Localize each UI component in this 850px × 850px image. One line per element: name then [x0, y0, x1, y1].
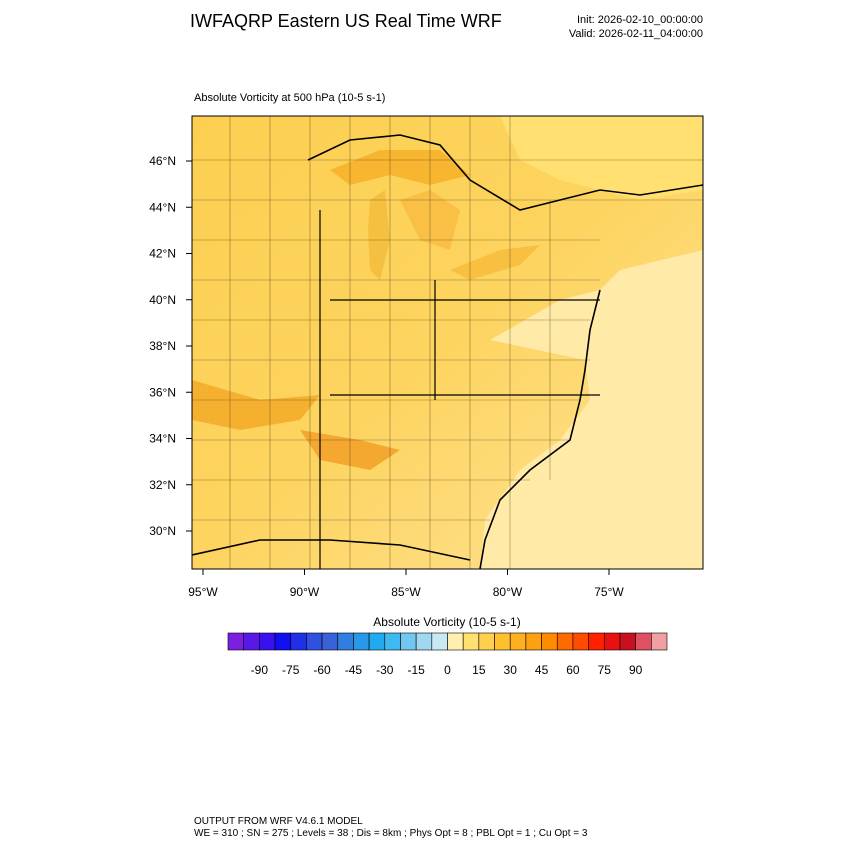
colorbar-box	[321, 632, 339, 651]
colorbar-tick-label: 30	[504, 663, 518, 677]
colorbar-tick-label: 45	[535, 663, 549, 677]
lat-label: 46°N	[149, 154, 176, 168]
valid-time: Valid: 2026-02-11_04:00:00	[569, 28, 703, 40]
colorbar-tick-label: -75	[282, 663, 300, 677]
lat-label: 36°N	[149, 385, 176, 399]
colorbar-box	[368, 632, 386, 651]
colorbar-box	[227, 632, 244, 651]
colorbar-box	[290, 632, 307, 651]
colorbar-tick-label: 90	[629, 663, 643, 677]
lon-label: 80°W	[493, 585, 523, 599]
colorbar-box	[619, 632, 636, 651]
colorbar-box	[400, 632, 417, 651]
colorbar-box	[306, 632, 323, 651]
lon-label: 75°W	[594, 585, 624, 599]
footer-line: OUTPUT FROM WRF V4.6.1 MODEL	[194, 816, 363, 827]
colorbar-box	[259, 632, 276, 651]
map-field	[192, 116, 703, 569]
colorbar-box	[525, 632, 542, 651]
colorbar-tick-label: -15	[407, 663, 425, 677]
colorbar-box	[572, 632, 589, 651]
lon-label: 90°W	[290, 585, 320, 599]
footer-line: WE = 310 ; SN = 275 ; Levels = 38 ; Dis …	[194, 828, 588, 839]
colorbar-box	[635, 632, 652, 651]
colorbar-box	[541, 632, 558, 651]
map-frame	[191, 115, 704, 570]
colorbar-box	[651, 632, 668, 651]
colorbar-box	[556, 632, 574, 651]
colorbar-box	[588, 632, 605, 651]
lon-label: 85°W	[391, 585, 421, 599]
lat-label: 30°N	[149, 524, 176, 538]
lat-label: 32°N	[149, 478, 176, 492]
colorbar-tick-label: -45	[345, 663, 363, 677]
colorbar-box	[494, 632, 511, 651]
lat-label: 34°N	[149, 432, 176, 446]
colorbar-box	[274, 632, 292, 651]
init-time: Init: 2026-02-10_00:00:00	[577, 14, 703, 26]
colorbar-box	[384, 632, 401, 651]
colorbar-tick-label: 15	[472, 663, 486, 677]
map-subtitle: Absolute Vorticity at 500 hPa (10-5 s-1)	[194, 92, 385, 104]
colorbar-tick-label: -90	[251, 663, 269, 677]
colorbar-box	[509, 632, 527, 651]
lon-label: 95°W	[188, 585, 218, 599]
colorbar-tick-label: -30	[376, 663, 394, 677]
colorbar-box	[431, 632, 448, 651]
colorbar-box	[447, 632, 464, 651]
title: IWFAQRP Eastern US Real Time WRF	[190, 11, 502, 31]
colorbar-tick-label: -60	[313, 663, 331, 677]
lat-label: 38°N	[149, 339, 176, 353]
colorbar-box	[337, 632, 354, 651]
colorbar-box	[415, 632, 433, 651]
colorbar-tick-label: 0	[444, 663, 451, 677]
colorbar-tick-label: 60	[566, 663, 580, 677]
colorbar-title: Absolute Vorticity (10-5 s-1)	[373, 615, 520, 629]
lat-label: 44°N	[149, 200, 176, 214]
lat-label: 40°N	[149, 293, 176, 307]
colorbar-box	[353, 632, 370, 651]
colorbar-box	[603, 632, 621, 651]
colorbar-tick-label: 75	[598, 663, 612, 677]
colorbar-box	[462, 632, 480, 651]
colorbar-box	[243, 632, 260, 651]
lat-label: 42°N	[149, 247, 176, 261]
colorbar-box	[478, 632, 495, 651]
